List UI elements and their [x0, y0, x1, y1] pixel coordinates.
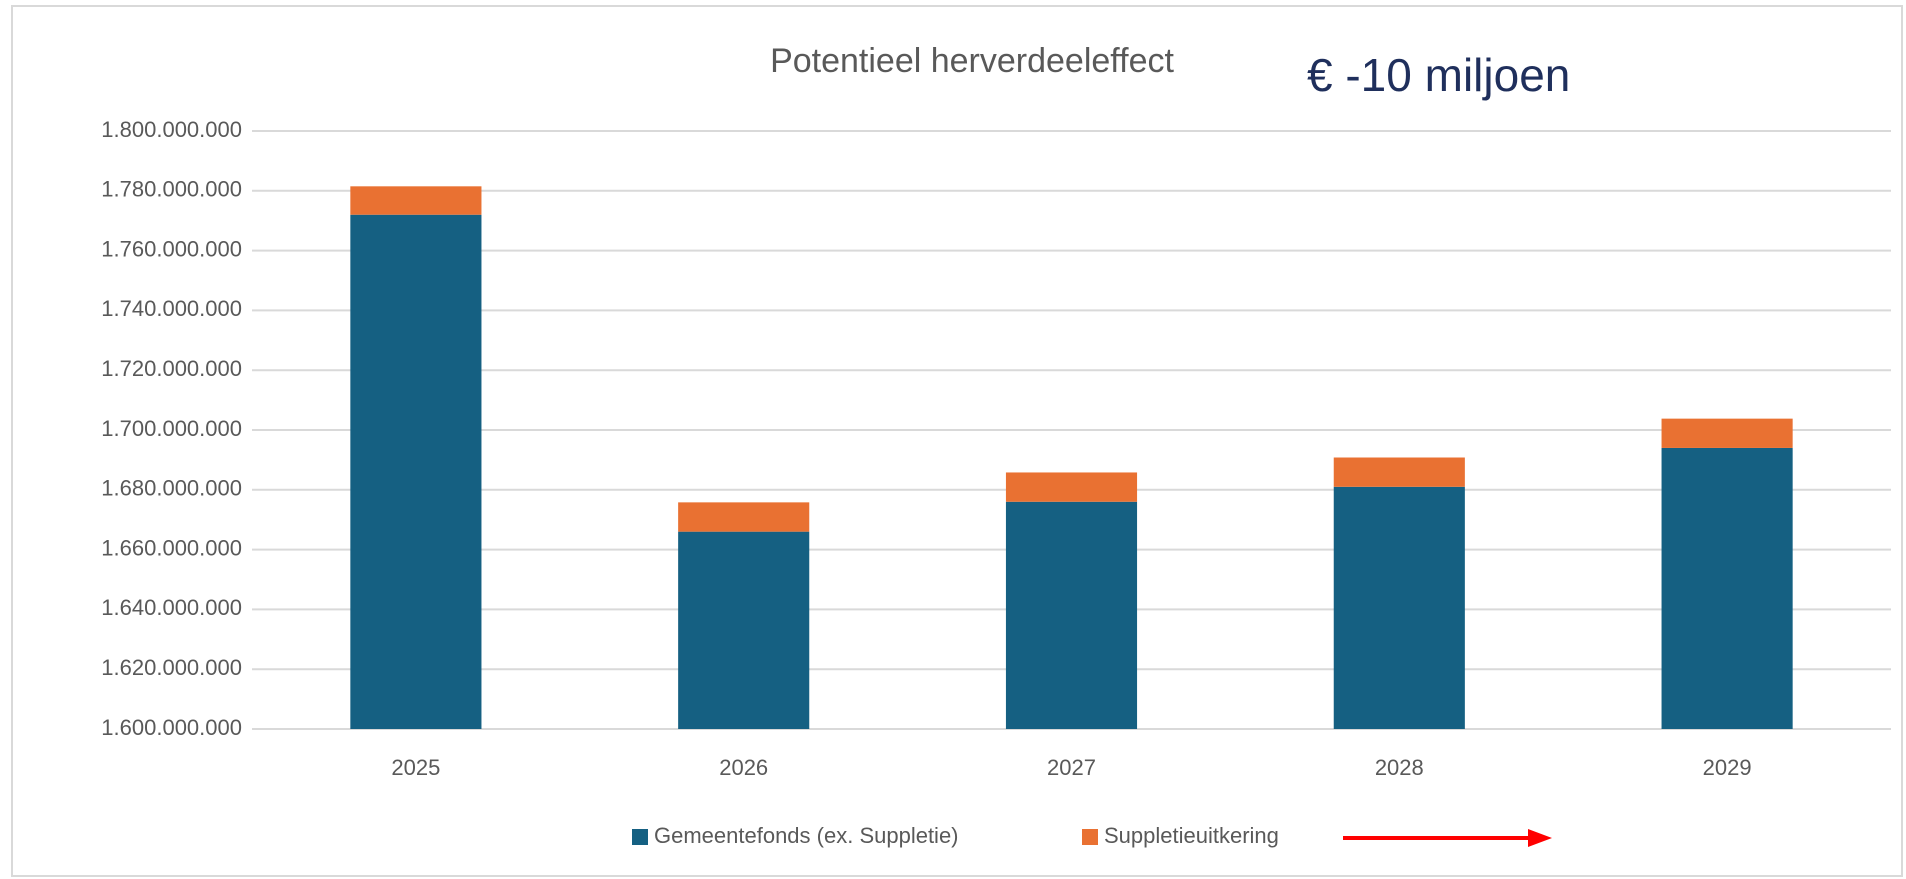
y-tick-label: 1.680.000.000: [101, 476, 242, 501]
chart-title: Potentieel herverdeeleffect: [770, 42, 1174, 80]
legend-label: Suppletieuitkering: [1104, 823, 1279, 848]
legend-swatch: [632, 829, 648, 845]
bar-segment: [1333, 486, 1465, 729]
bar-segment: [1661, 447, 1793, 729]
bar-segment: [1661, 418, 1793, 448]
x-tick-label: 2025: [391, 755, 440, 780]
y-tick-label: 1.620.000.000: [101, 655, 242, 680]
y-tick-label: 1.780.000.000: [101, 177, 242, 202]
y-tick-label: 1.760.000.000: [101, 236, 242, 261]
bar-segment: [678, 531, 810, 729]
x-tick-label: 2029: [1703, 755, 1752, 780]
y-tick-label: 1.700.000.000: [101, 416, 242, 441]
legend-label: Gemeentefonds (ex. Suppletie): [654, 823, 959, 848]
x-tick-label: 2028: [1375, 755, 1424, 780]
bar-segment: [1333, 457, 1465, 487]
bar-segment: [678, 502, 810, 532]
y-tick-label: 1.720.000.000: [101, 356, 242, 381]
bar-segment: [1005, 501, 1138, 729]
red-arrow: [1343, 829, 1552, 847]
y-tick-label: 1.660.000.000: [101, 535, 242, 560]
bar-segment: [1005, 472, 1138, 502]
y-tick-label: 1.740.000.000: [101, 296, 242, 321]
annotation: € -10 miljoen: [1307, 49, 1570, 101]
chart-frame: [11, 5, 1903, 877]
legend-swatch: [1082, 829, 1098, 845]
bar-segment: [350, 186, 482, 215]
y-tick-label: 1.640.000.000: [101, 595, 242, 620]
x-tick-label: 2027: [1047, 755, 1096, 780]
arrow-head: [1528, 829, 1552, 847]
bar-segment: [350, 214, 482, 730]
x-tick-label: 2026: [719, 755, 768, 780]
y-tick-label: 1.800.000.000: [101, 117, 242, 142]
y-tick-label: 1.600.000.000: [101, 715, 242, 740]
